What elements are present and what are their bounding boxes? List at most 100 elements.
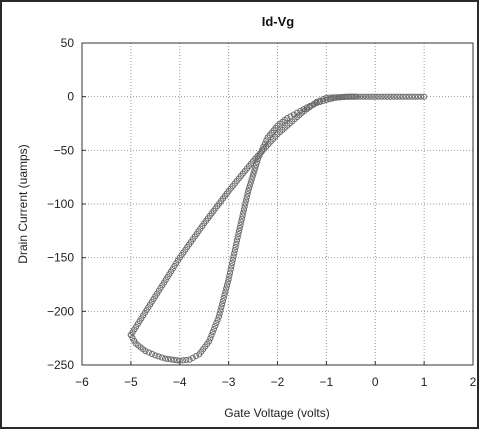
data-point (234, 234, 241, 241)
data-point (240, 206, 248, 213)
data-point (148, 350, 156, 358)
data-point (216, 310, 223, 317)
data-point (245, 185, 253, 192)
data-point (323, 94, 330, 101)
data-point (228, 263, 235, 270)
data-point (223, 285, 230, 292)
grid (82, 43, 473, 365)
data-point (210, 325, 218, 333)
data-point (235, 227, 243, 235)
data-point (253, 161, 260, 168)
data-point (421, 93, 428, 100)
data-point (253, 158, 261, 165)
data-point (333, 94, 340, 101)
data-point (246, 182, 254, 189)
chart-title: Id-Vg (262, 14, 295, 29)
data-point (313, 100, 320, 107)
data-point (227, 266, 234, 273)
data-point (247, 179, 254, 186)
data-point (339, 93, 346, 101)
data-point (320, 97, 327, 105)
data-point (152, 352, 159, 359)
data-point (390, 93, 397, 100)
data-point (229, 256, 236, 263)
data-point (242, 200, 249, 207)
data-point (346, 93, 353, 100)
y-tick-label: −250 (47, 358, 74, 372)
data-point (297, 107, 304, 115)
y-tick-label: −50 (54, 143, 75, 157)
data-point (205, 338, 213, 345)
x-tick-label: −6 (75, 375, 89, 389)
data-point (214, 316, 221, 323)
data-point (232, 243, 239, 251)
data-point (284, 115, 291, 122)
y-tick-label: 0 (67, 90, 74, 104)
data-point (293, 109, 301, 116)
data-point (145, 349, 152, 356)
data-point (183, 356, 190, 364)
data-point (250, 170, 257, 177)
data-point (167, 356, 175, 363)
x-tick-label: 2 (470, 375, 477, 389)
data-point (369, 93, 376, 100)
data-point (208, 332, 215, 339)
data-point (243, 194, 250, 201)
y-tick-label: −200 (47, 304, 74, 318)
data-point (290, 111, 297, 118)
data-point (300, 106, 307, 113)
data-point (411, 93, 419, 100)
x-axis-label: Gate Voltage (volts) (224, 406, 329, 420)
data-point (235, 230, 242, 238)
data-point (249, 173, 256, 180)
data-point (239, 212, 246, 219)
data-point (349, 93, 356, 100)
data-point (158, 354, 165, 361)
data-point (231, 250, 238, 257)
x-tick-label: −4 (173, 375, 187, 389)
data-point (387, 93, 394, 100)
data-point (417, 93, 425, 100)
data-point (186, 356, 193, 363)
data-point (219, 297, 227, 305)
data-point (222, 288, 229, 295)
x-tick-label: 0 (372, 375, 379, 389)
data-point (244, 191, 251, 198)
data-point (396, 93, 403, 100)
x-tick-label: −3 (222, 375, 236, 389)
data-point (170, 356, 177, 363)
y-axis-label: Drain Current (uamps) (16, 144, 30, 263)
data-point (220, 294, 227, 302)
data-point (252, 164, 259, 171)
data-point (356, 93, 364, 100)
data-point (405, 93, 412, 100)
data-point (256, 152, 263, 159)
data-points (127, 93, 428, 364)
data-point (287, 113, 294, 120)
data-point (342, 93, 350, 100)
data-point (213, 319, 220, 326)
data-point (231, 247, 239, 254)
data-point (212, 322, 219, 330)
data-point (375, 93, 382, 100)
data-point (362, 93, 370, 100)
data-point (384, 93, 391, 100)
data-point (381, 93, 388, 100)
x-tick-label: −5 (124, 375, 138, 389)
data-point (261, 140, 269, 147)
data-point (142, 347, 149, 355)
data-point (366, 93, 373, 100)
data-point (329, 95, 336, 102)
data-point (221, 291, 228, 298)
data-point (245, 188, 252, 195)
data-point (229, 259, 236, 267)
data-point (218, 304, 225, 311)
data-point (164, 355, 172, 363)
data-point (336, 94, 343, 101)
data-point (189, 354, 196, 361)
data-point (226, 269, 234, 276)
data-point (310, 101, 317, 108)
data-point (241, 203, 248, 210)
